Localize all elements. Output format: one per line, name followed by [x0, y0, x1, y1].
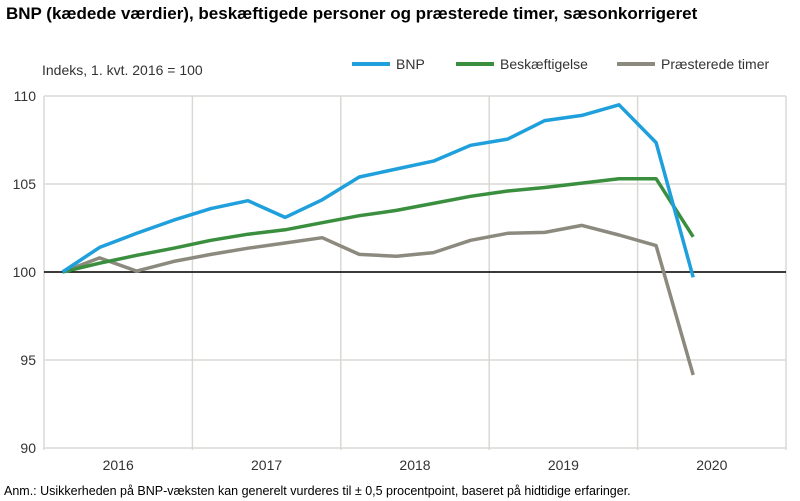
x-tick-label: 2020 [696, 457, 727, 473]
legend-label: Beskæftigelse [500, 56, 588, 72]
series-line-pr-sterede-timer [61, 223, 695, 376]
y-tick-label: 100 [13, 264, 37, 280]
x-tick-label: 2018 [399, 457, 430, 473]
legend-item-bnp: BNP [352, 56, 425, 72]
y-tick-label: 110 [14, 88, 37, 104]
legend-item-beskaeftigelse: Beskæftigelse [456, 56, 588, 72]
legend-item-praesterede-timer: Præsterede timer [617, 56, 769, 72]
x-tick-label: 2016 [103, 457, 134, 473]
y-axis-label: Indeks, 1. kvt. 2016 = 100 [42, 62, 203, 78]
chart-title: BNP (kædede værdier), beskæftigede perso… [6, 4, 698, 23]
series-line-besk-ftigelse [62, 176, 695, 274]
legend-swatch [352, 62, 390, 66]
x-tick-label: 2019 [548, 457, 579, 473]
legend-swatch [617, 62, 655, 66]
y-tick-label: 105 [13, 176, 37, 192]
legend-label: Præsterede timer [661, 56, 770, 72]
y-tick-label: 95 [20, 352, 36, 368]
series-line-bnp [61, 103, 695, 278]
x-tick-label: 2017 [251, 457, 282, 473]
footnote: Anm.: Usikkerheden på BNP-væksten kan ge… [4, 484, 631, 498]
y-tick-label: 90 [20, 440, 36, 456]
legend-label: BNP [396, 56, 425, 72]
legend-swatch [456, 62, 494, 66]
